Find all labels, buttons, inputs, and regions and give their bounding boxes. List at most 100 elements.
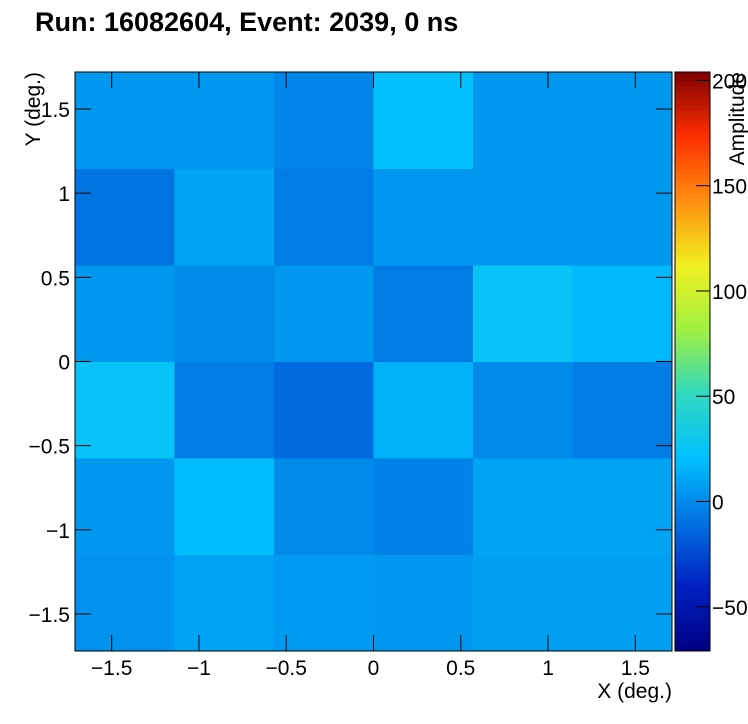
x-tick-label: 1.5 [621, 657, 650, 680]
colorbar-segment [675, 313, 710, 319]
colorbar-segment [675, 216, 710, 223]
colorbar-segment [675, 274, 710, 280]
colorbar-segment [675, 226, 710, 232]
colorbar-segment [675, 631, 710, 638]
colorbar-segment [675, 192, 710, 198]
z-tick-label: 50 [712, 386, 735, 409]
colorbar-segment [675, 279, 710, 285]
colorbar-segment [675, 81, 710, 87]
colorbar-segment [675, 96, 710, 102]
colorbar-segment [675, 477, 710, 483]
colorbar-segment [675, 549, 710, 555]
colorbar-segment [675, 501, 710, 507]
chart-title: Run: 16082604, Event: 2039, 0 ns [35, 7, 458, 37]
colorbar-segment [675, 168, 710, 174]
y-tick-label: 1.5 [41, 99, 70, 122]
heatmap-cell [572, 361, 673, 459]
colorbar-segment [675, 211, 710, 218]
colorbar-segment [675, 163, 710, 169]
heatmap-cell [75, 457, 175, 556]
colorbar-segment [675, 125, 710, 131]
colorbar-segment [675, 458, 710, 464]
z-tick-label: 200 [712, 70, 747, 93]
colorbar-segment [675, 144, 710, 150]
colorbar-segment [675, 134, 710, 141]
colorbar-segment [675, 424, 710, 430]
colorbar-segment [675, 197, 710, 203]
x-tick-label: 0.5 [446, 657, 475, 680]
colorbar-segment [675, 491, 710, 498]
heatmap-cell [473, 457, 573, 556]
colorbar-segment [675, 351, 710, 358]
colorbar-segment [675, 182, 710, 189]
heatmap-cell [572, 265, 673, 362]
heatmap-cell [473, 361, 573, 459]
heatmap-cell [274, 361, 374, 459]
colorbar-segment [675, 385, 710, 391]
colorbar-segment [675, 622, 710, 628]
heatmap-cell [174, 554, 275, 652]
colorbar-segment [675, 356, 710, 362]
heatmap-cell [274, 457, 374, 556]
z-tick-label: −50 [712, 597, 748, 620]
colorbar-segment [675, 375, 710, 382]
colorbar-segment [675, 646, 710, 652]
colorbar-segment [675, 593, 710, 599]
colorbar-segment [675, 568, 710, 575]
y-axis-title: Y (deg.) [22, 72, 45, 146]
heatmap-cell [274, 168, 374, 266]
colorbar-segment [675, 472, 710, 478]
colorbar-segment [675, 110, 710, 116]
colorbar-segment [675, 245, 710, 252]
colorbar-segment [675, 588, 710, 594]
colorbar-segment [675, 433, 710, 440]
colorbar-segment [675, 559, 710, 565]
heatmap-cell [75, 554, 175, 652]
x-tick-label: 0 [368, 657, 380, 680]
colorbar-segment [675, 419, 710, 425]
colorbar-segment [675, 322, 710, 329]
colorbar-segment [675, 438, 710, 445]
colorbar-segment [675, 612, 710, 618]
colorbar-segment [675, 265, 710, 271]
z-axis-title: Amplitude [726, 72, 748, 165]
colorbar-segment [675, 298, 710, 305]
colorbar-segment [675, 448, 710, 454]
colorbar-segment [675, 496, 710, 502]
colorbar-segment [675, 404, 710, 411]
colorbar-segment [675, 361, 710, 367]
colorbar-segment [675, 250, 710, 256]
colorbar-segment [675, 337, 710, 343]
heatmap-cell [174, 361, 275, 459]
colorbar-segment [675, 443, 710, 449]
heatmap-cell [174, 72, 275, 169]
colorbar-segment [675, 207, 710, 213]
colorbar-segment [675, 636, 710, 642]
colorbar-segment [675, 525, 710, 531]
colorbar-segment [675, 269, 710, 276]
heatmap-cell [473, 265, 573, 362]
y-tick-label: −1.5 [29, 604, 70, 627]
heatmap-cell [572, 168, 673, 266]
colorbar-segment [675, 390, 710, 396]
colorbar-segment [675, 120, 710, 126]
colorbar-segment [675, 289, 710, 295]
colorbar-segment [675, 573, 710, 580]
colorbar-segment [675, 221, 710, 227]
colorbar-segment [675, 284, 710, 290]
colorbar-segment [675, 303, 710, 309]
colorbar-segment [675, 91, 710, 97]
colorbar-segment [675, 86, 710, 92]
colorbar-segment [675, 395, 710, 401]
colorbar-segment [675, 154, 710, 160]
colorbar-segment [675, 342, 710, 348]
colorbar-segment [675, 332, 710, 338]
colorbar-segment [675, 76, 710, 83]
colorbar-segment [675, 583, 710, 589]
colorbar-segment [675, 626, 710, 633]
colorbar-segment [675, 597, 710, 604]
heatmap-cell [75, 168, 175, 266]
colorbar-segment [675, 371, 710, 377]
y-tick-label: −0.5 [29, 436, 70, 459]
